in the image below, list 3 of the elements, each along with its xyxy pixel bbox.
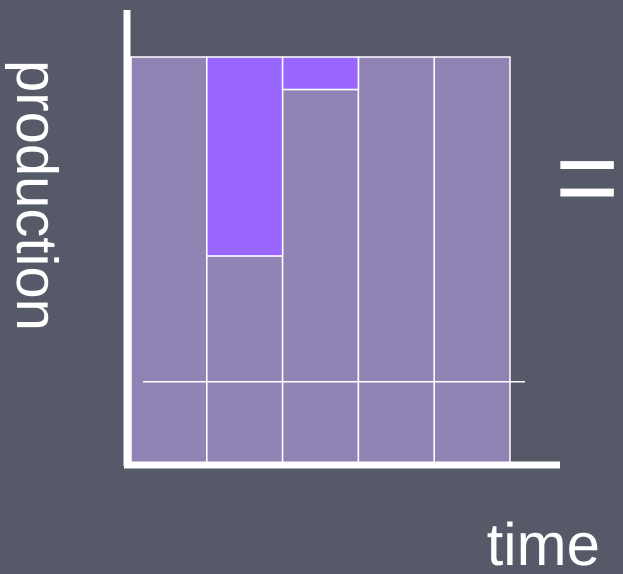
text: = <box>555 116 620 239</box>
y-axis-title: production <box>4 60 69 331</box>
x-axis-title: time <box>486 511 600 574</box>
